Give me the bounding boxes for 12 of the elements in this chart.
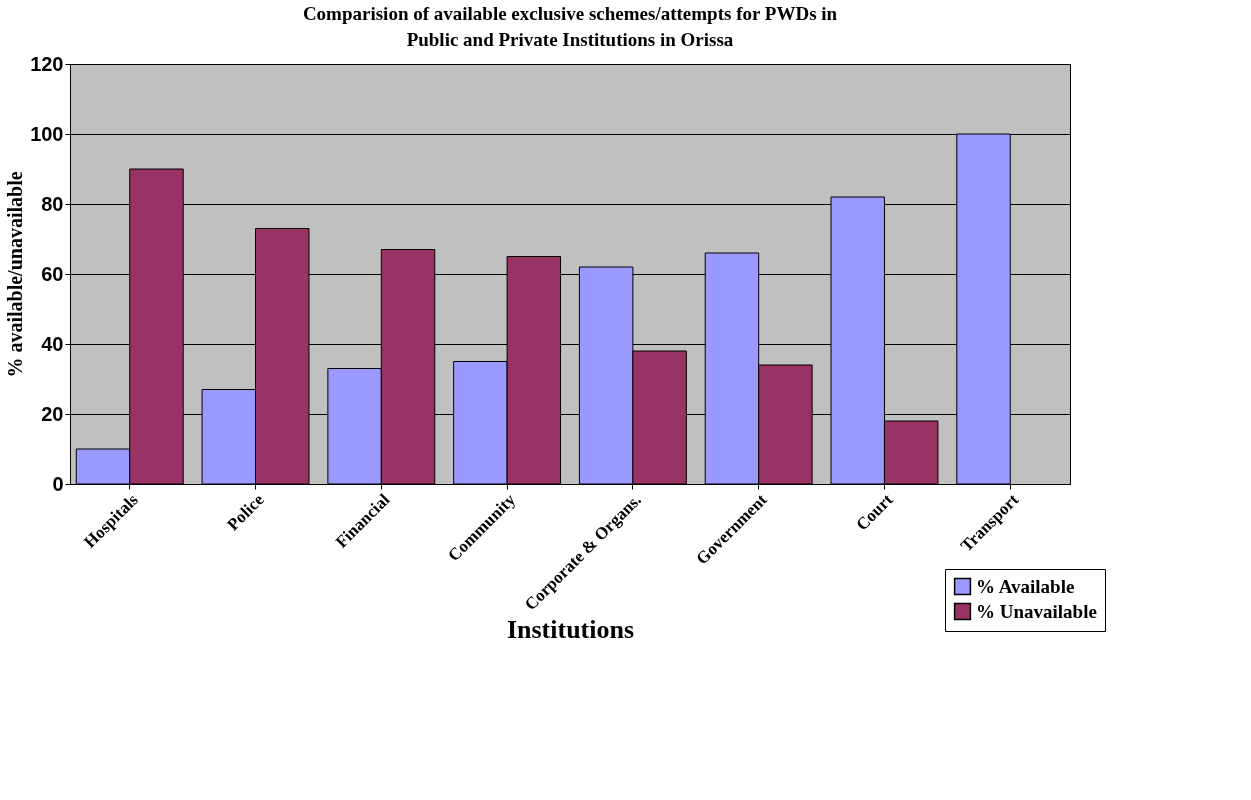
y-tick-label: 60	[41, 262, 64, 285]
y-tick-label: 80	[41, 192, 64, 215]
x-axis-title: Institutions	[506, 615, 635, 645]
chart-title: Comparision of available exclusive schemes/attempts for PWDs in Public and Private Institutions in Orissa	[302, 3, 838, 50]
y-tick-label: 20	[41, 402, 64, 425]
y-axis-title: % available/unavailable	[4, 171, 27, 378]
y-tick-label: 100	[30, 122, 64, 145]
legend-label: % Available	[976, 575, 1075, 597]
y-tick-label: 120	[30, 52, 64, 75]
y-tick-label: 0	[52, 472, 64, 495]
y-tick-label: 40	[41, 332, 64, 355]
legend-label: % Unavailable	[976, 600, 1097, 622]
